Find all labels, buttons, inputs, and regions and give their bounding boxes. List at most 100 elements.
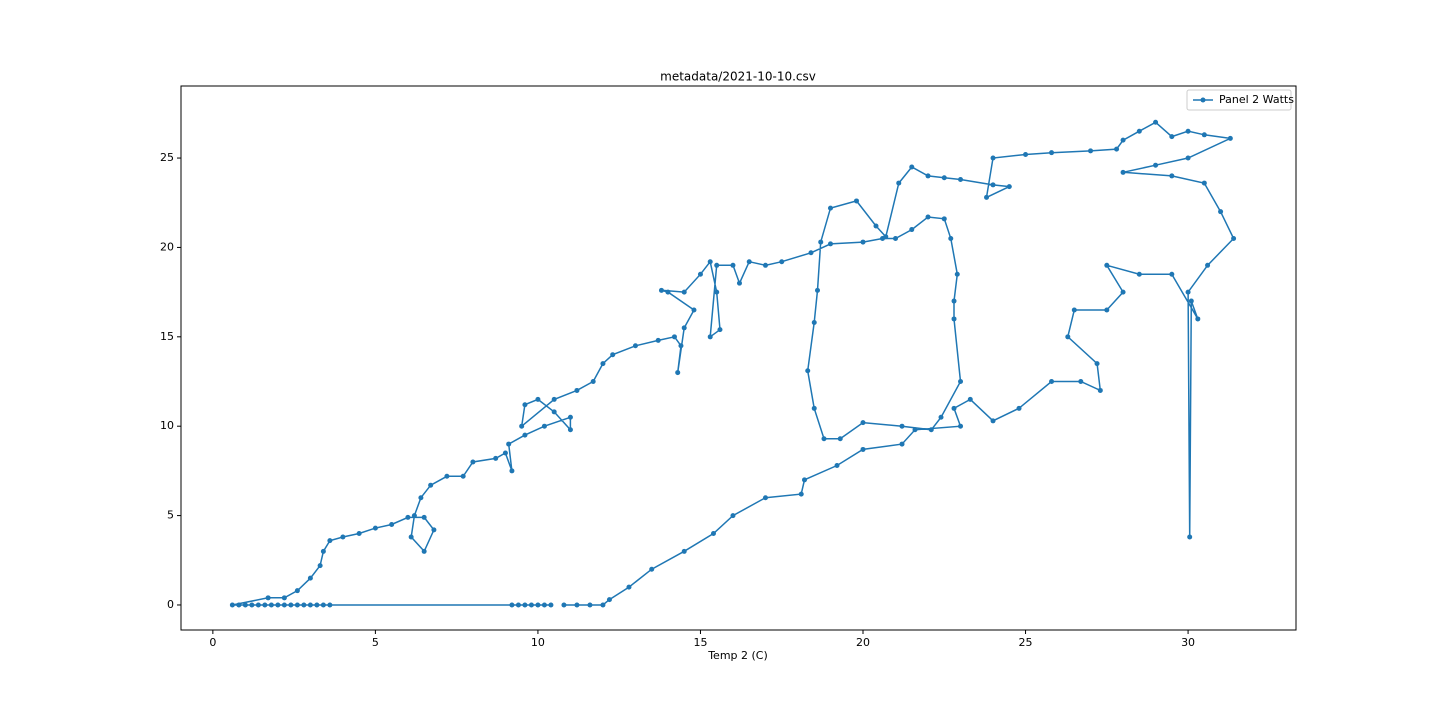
point [600,602,606,608]
point [281,602,287,608]
point [1188,298,1194,304]
point [941,216,947,222]
legend-box [1186,89,1292,111]
point [1006,184,1012,190]
point [528,602,534,608]
point [925,214,931,220]
point [515,602,521,608]
point [899,423,905,429]
point [984,194,990,200]
point [730,262,736,268]
point [405,514,411,520]
point [600,361,606,367]
point [548,602,554,608]
point [1078,379,1084,385]
point [320,548,326,554]
point [958,423,964,429]
point [574,602,580,608]
point [710,530,716,536]
point [958,176,964,182]
point [746,259,752,265]
point [509,468,515,474]
point [408,534,414,540]
point [1114,146,1120,152]
point [606,597,612,603]
point [854,198,860,204]
point [294,602,300,608]
point [762,262,768,268]
point [535,396,541,402]
point [288,602,294,608]
point [714,289,720,295]
point [928,427,934,433]
point [249,602,255,608]
point [811,320,817,326]
point [1153,119,1159,125]
point [1049,379,1055,385]
x-tick-label: 20 [856,636,870,649]
point [1185,289,1191,295]
point [730,513,736,519]
point [1023,151,1029,157]
point [1195,316,1201,322]
point [948,235,954,241]
point [1120,137,1126,143]
point [1153,162,1159,168]
point [1104,307,1110,313]
plot-frame [180,85,1297,631]
point [431,527,437,533]
point [340,534,346,540]
y-tick-label: 25 [160,151,174,164]
point [658,287,664,293]
point [541,423,547,429]
point [356,530,362,536]
point [941,175,947,181]
point [1088,148,1094,154]
point [808,250,814,256]
point [938,414,944,420]
point [675,370,681,376]
point [418,495,424,501]
point [954,271,960,277]
point [990,182,996,188]
point [1094,361,1100,367]
point [814,287,820,293]
point [717,327,723,333]
point [951,316,957,322]
point [590,379,596,385]
point [990,155,996,161]
point [307,575,313,581]
point [762,495,768,501]
point [307,602,313,608]
chart-title: metadata/2021-10-10.csv [660,70,816,84]
point [1231,235,1237,241]
point [551,396,557,402]
point [389,522,395,528]
point [990,418,996,424]
point [779,259,785,265]
point [587,602,593,608]
point [522,432,528,438]
point [827,205,833,211]
point [421,548,427,554]
point [896,180,902,186]
point [411,513,417,519]
point [837,436,843,442]
point [327,538,333,544]
point [444,473,450,479]
point [909,227,915,233]
point [873,223,879,229]
y-tick-label: 0 [167,598,174,611]
point [236,602,242,608]
point [678,343,684,349]
point [242,602,248,608]
point [314,602,320,608]
point [567,414,573,420]
point [671,334,677,340]
point [1065,334,1071,340]
point [519,423,525,429]
point [1136,271,1142,277]
